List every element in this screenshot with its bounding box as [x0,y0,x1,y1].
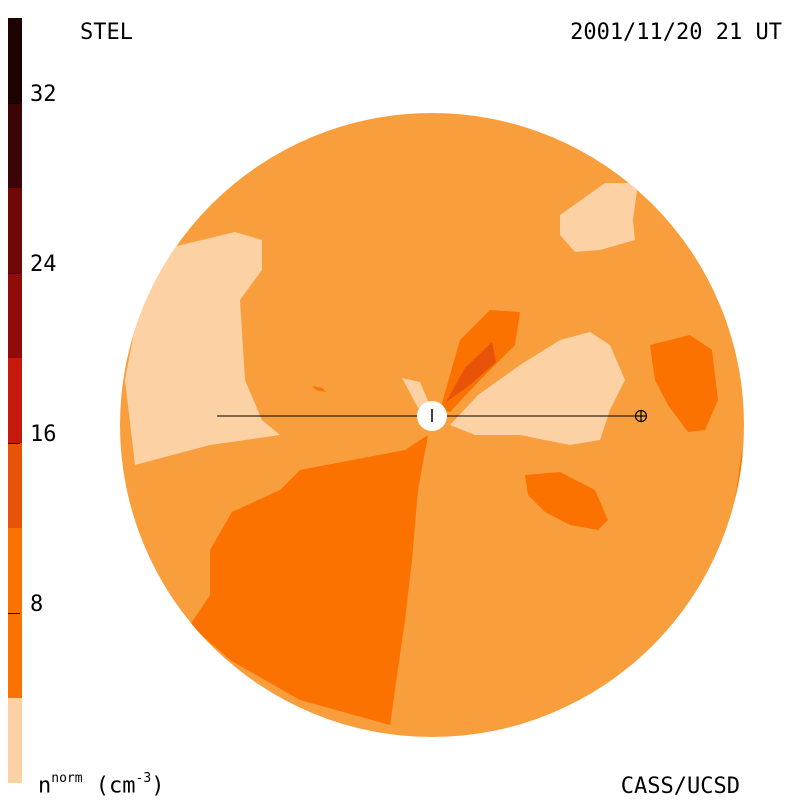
earth-icon [634,409,648,423]
colorbar-segment-6 [8,273,22,358]
units-tail: (cm [82,773,136,799]
colorbar-tick-16 [8,443,20,444]
colorbar-tick-24 [8,273,20,274]
colorbar-tick-label-24: 24 [30,252,57,277]
density-region-mid-east [650,335,718,432]
density-region-low-northeast [560,183,638,252]
density-region-low-sun-wedge [402,378,432,410]
colorbar-segment-5 [8,358,22,443]
units-base: n [38,773,52,799]
density-region-mid-speck [312,386,326,392]
colorbar-tick-32 [8,103,20,104]
colorbar-segment-7 [8,188,22,273]
density-region-low-east [450,332,625,445]
units-exponent: -3 [135,771,152,786]
colorbar-segment-1 [8,698,22,783]
colorbar-tick-label-8: 8 [30,592,44,617]
units-label: nnorm (cm-3) [38,771,165,799]
colorbar-segment-4 [8,443,22,528]
credit-label: CASS/UCSD [620,774,740,799]
density-region-mid-southwest [190,435,428,725]
units-superscript: norm [51,771,83,786]
density-region-low-west [125,232,280,465]
colorbar-tick-8 [8,613,20,614]
density-region-mid-southeast [525,472,608,530]
density-region-high-plume [446,342,496,402]
colorbar-tick-label-16: 16 [30,422,57,447]
datetime-label: 2001/11/20 21 UT [570,20,782,45]
units-close: ) [151,773,165,799]
colorbar-segment-8 [8,103,22,188]
colorbar-tick-label-32: 32 [30,82,57,107]
colorbar-segment-9 [8,18,22,103]
instrument-label: STEL [80,20,133,45]
